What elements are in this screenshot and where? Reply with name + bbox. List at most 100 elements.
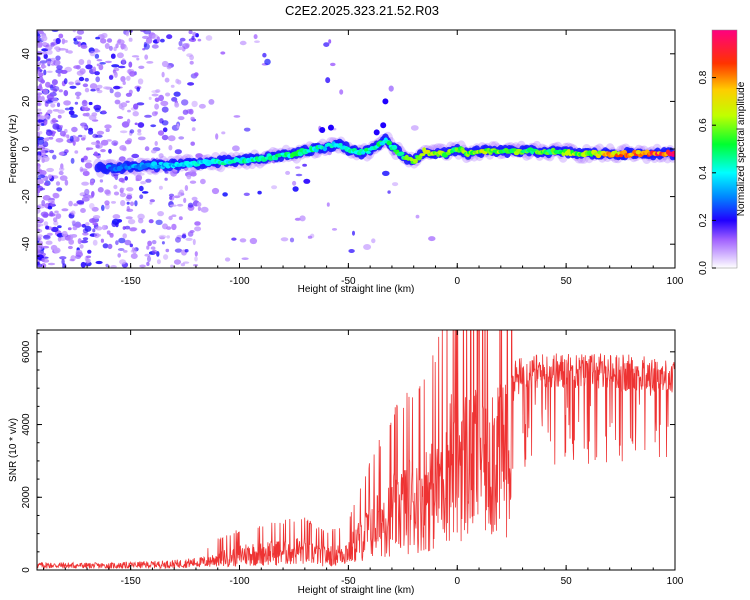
noise-cell	[104, 200, 110, 206]
noise-cell	[149, 201, 153, 205]
y-tick-label: 20	[21, 95, 32, 107]
noise-cell	[97, 187, 104, 193]
noise-cell	[158, 185, 163, 190]
noise-cell	[145, 37, 153, 44]
ridge-core-cell	[398, 151, 405, 156]
noise-cell	[105, 60, 112, 64]
noise-cell	[93, 151, 99, 157]
colorbar-tick-label: 0.8	[698, 70, 709, 84]
noise-cell	[83, 155, 88, 161]
noise-cell	[232, 145, 240, 152]
ridge-core-cell	[365, 150, 371, 154]
noise-cell	[81, 196, 90, 202]
noise-cell	[303, 178, 311, 184]
noise-cell	[49, 149, 55, 154]
noise-cell	[178, 40, 183, 47]
noise-cell	[121, 58, 126, 65]
noise-cell	[89, 181, 95, 186]
noise-cell	[144, 114, 152, 118]
noise-cell	[154, 141, 158, 146]
noise-cell	[136, 57, 140, 61]
noise-cell	[40, 149, 46, 154]
noise-cell	[294, 217, 301, 221]
noise-cell	[233, 115, 241, 118]
noise-cell	[155, 89, 161, 93]
noise-cell	[55, 37, 61, 45]
noise-cell	[132, 111, 139, 117]
noise-cell	[114, 99, 121, 105]
noise-cell	[37, 163, 41, 167]
noise-cell	[94, 71, 100, 76]
noise-cell	[147, 240, 153, 247]
noise-cell	[44, 118, 48, 125]
y-tick-label: 0	[21, 567, 32, 573]
noise-cell	[254, 40, 260, 43]
noise-cell	[100, 149, 106, 153]
noise-cell	[49, 197, 55, 201]
noise-cell	[37, 102, 41, 106]
noise-cell	[96, 59, 103, 62]
snr-series	[37, 330, 675, 570]
noise-cell	[182, 261, 190, 264]
noise-cell	[221, 131, 226, 135]
noise-cell	[119, 145, 127, 151]
noise-cell	[148, 96, 152, 100]
x-tick-label: -100	[229, 276, 249, 287]
x-tick-label: -150	[121, 276, 141, 287]
noise-cell	[74, 101, 79, 105]
noise-cell	[292, 186, 299, 192]
noise-cell	[37, 131, 41, 138]
noise-cell	[54, 46, 60, 51]
branch-cell	[327, 124, 334, 131]
x-tick-label: -150	[121, 576, 141, 587]
ridge-core-cell	[512, 148, 517, 152]
colorbar-gradient-bar	[712, 30, 737, 268]
noise-cell	[55, 55, 61, 61]
noise-cell	[239, 40, 247, 46]
noise-cell	[193, 264, 199, 267]
noise-cell	[92, 222, 99, 226]
noise-cell	[194, 251, 198, 257]
noise-cell	[200, 178, 206, 185]
noise-cell	[176, 203, 184, 207]
noise-cell	[81, 223, 87, 228]
noise-cell	[57, 73, 61, 77]
noise-cell	[82, 232, 89, 236]
noise-cell	[66, 134, 70, 139]
noise-cell	[137, 132, 142, 136]
noise-cell	[150, 246, 156, 250]
noise-cell	[189, 60, 194, 65]
noise-cell	[118, 177, 125, 183]
noise-cell	[138, 218, 144, 224]
noise-cell	[52, 123, 60, 130]
noise-cell	[72, 30, 76, 33]
noise-cell	[190, 116, 195, 121]
noise-cell	[127, 109, 131, 113]
noise-cell	[74, 223, 82, 228]
noise-cell	[63, 100, 71, 106]
noise-cell	[46, 94, 54, 100]
noise-cell	[136, 86, 140, 92]
noise-cell	[243, 192, 250, 196]
noise-cell	[70, 255, 76, 262]
noise-cell	[37, 62, 42, 66]
noise-cell	[56, 187, 63, 192]
noise-cell	[289, 237, 295, 243]
noise-cell	[71, 220, 77, 225]
noise-cell	[63, 78, 68, 85]
noise-cell	[166, 34, 173, 40]
noise-cell	[46, 61, 52, 64]
noise-cell	[52, 86, 60, 92]
noise-cell	[178, 136, 185, 140]
noise-cell	[84, 77, 89, 82]
spectrogram-x-ticks: -150 -100 -50 0 50 100	[43, 30, 684, 287]
noise-cell	[182, 109, 189, 115]
noise-cell	[166, 65, 172, 70]
noise-cell	[68, 200, 73, 207]
noise-cell	[80, 208, 86, 213]
colorbar-label: Normalized spectral amplitude	[736, 81, 747, 216]
noise-cell	[84, 225, 92, 232]
noise-cell	[59, 124, 63, 129]
noise-cell	[45, 100, 53, 104]
